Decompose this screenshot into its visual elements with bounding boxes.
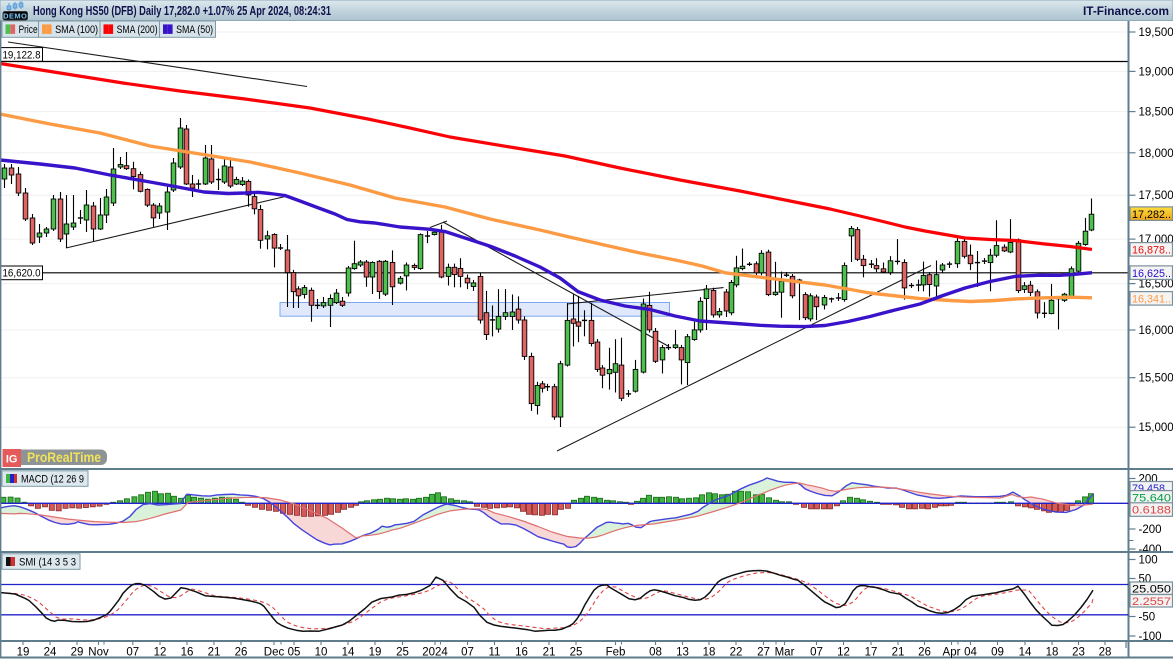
svg-text:21: 21: [543, 647, 556, 659]
svg-text:19,500: 19,500: [1139, 27, 1173, 39]
svg-text:07: 07: [126, 647, 139, 659]
svg-text:IT-Finance.com: IT-Finance.com: [1083, 4, 1169, 18]
svg-text:SMI (14 3 5 3: SMI (14 3 5 3: [19, 557, 76, 569]
svg-text:MACD (12 26 9: MACD (12 26 9: [21, 474, 84, 486]
svg-text:16,000: 16,000: [1139, 325, 1173, 337]
svg-text:16,500: 16,500: [1139, 279, 1173, 291]
svg-text:Hong Kong HS50 (DFB) Daily 17,: Hong Kong HS50 (DFB) Daily 17,282.0 +1.0…: [33, 4, 331, 18]
svg-text:12: 12: [154, 647, 167, 659]
svg-text:18: 18: [703, 647, 716, 659]
svg-text:SMA (100): SMA (100): [55, 24, 98, 36]
svg-text:Apr: Apr: [943, 647, 961, 659]
svg-text:16,625..: 16,625..: [1132, 268, 1171, 280]
svg-text:07: 07: [810, 647, 823, 659]
svg-text:29: 29: [71, 647, 84, 659]
svg-text:Nov: Nov: [88, 647, 109, 659]
svg-text:19: 19: [17, 647, 30, 659]
svg-text:IG: IG: [6, 454, 18, 466]
svg-text:100: 100: [1139, 555, 1158, 567]
svg-text:Price: Price: [19, 24, 38, 36]
svg-text:08: 08: [649, 647, 662, 659]
svg-text:05: 05: [288, 647, 301, 659]
svg-text:26: 26: [235, 647, 248, 659]
svg-text:Mar: Mar: [775, 647, 795, 659]
svg-text:14: 14: [342, 647, 355, 659]
svg-text:13: 13: [676, 647, 689, 659]
svg-text:18,500: 18,500: [1139, 107, 1173, 119]
svg-text:26: 26: [918, 647, 931, 659]
svg-text:17: 17: [865, 647, 878, 659]
svg-text:SMA (50): SMA (50): [176, 24, 213, 36]
svg-text:18,000: 18,000: [1139, 148, 1173, 160]
svg-text:11: 11: [489, 647, 501, 659]
svg-text:04: 04: [964, 647, 977, 659]
svg-text:16,620.0: 16,620.0: [3, 268, 41, 280]
svg-text:-200: -200: [1139, 524, 1162, 536]
svg-text:16: 16: [181, 647, 194, 659]
svg-text:28: 28: [1099, 647, 1112, 659]
svg-text:25.050: 25.050: [1132, 584, 1171, 596]
svg-text:-50: -50: [1139, 612, 1156, 624]
svg-text:07: 07: [461, 647, 474, 659]
svg-text:21: 21: [892, 647, 905, 659]
svg-text:2024: 2024: [422, 647, 448, 659]
svg-text:2.2557: 2.2557: [1132, 596, 1171, 608]
svg-text:25: 25: [570, 647, 583, 659]
svg-text:09: 09: [991, 647, 1004, 659]
svg-text:DEMO: DEMO: [3, 12, 27, 21]
svg-text:12: 12: [837, 647, 850, 659]
svg-text:25: 25: [396, 647, 409, 659]
svg-text:23: 23: [1072, 647, 1085, 659]
svg-text:17,282..: 17,282..: [1132, 209, 1171, 221]
svg-text:24: 24: [44, 647, 57, 659]
svg-text:27: 27: [757, 647, 770, 659]
svg-text:ProRealTime: ProRealTime: [27, 450, 101, 465]
svg-text:22: 22: [730, 647, 743, 659]
svg-text:16,341..: 16,341..: [1132, 294, 1171, 306]
svg-text:21: 21: [208, 647, 221, 659]
svg-text:15,000: 15,000: [1139, 422, 1173, 434]
svg-text:16: 16: [515, 647, 528, 659]
svg-text:19,000: 19,000: [1139, 66, 1173, 78]
svg-text:16,878..: 16,878..: [1132, 245, 1171, 257]
svg-text:17,500: 17,500: [1139, 190, 1173, 202]
svg-text:0.6188: 0.6188: [1132, 505, 1171, 517]
svg-text:Feb: Feb: [606, 647, 626, 659]
svg-text:10: 10: [315, 647, 328, 659]
svg-text:14: 14: [1019, 647, 1032, 659]
svg-text:18: 18: [1046, 647, 1059, 659]
svg-text:19,122.8: 19,122.8: [3, 49, 41, 61]
svg-text:SMA (200): SMA (200): [117, 24, 158, 36]
svg-text:15,500: 15,500: [1139, 373, 1173, 385]
svg-text:19: 19: [369, 647, 382, 659]
svg-text:Dec: Dec: [264, 647, 285, 659]
